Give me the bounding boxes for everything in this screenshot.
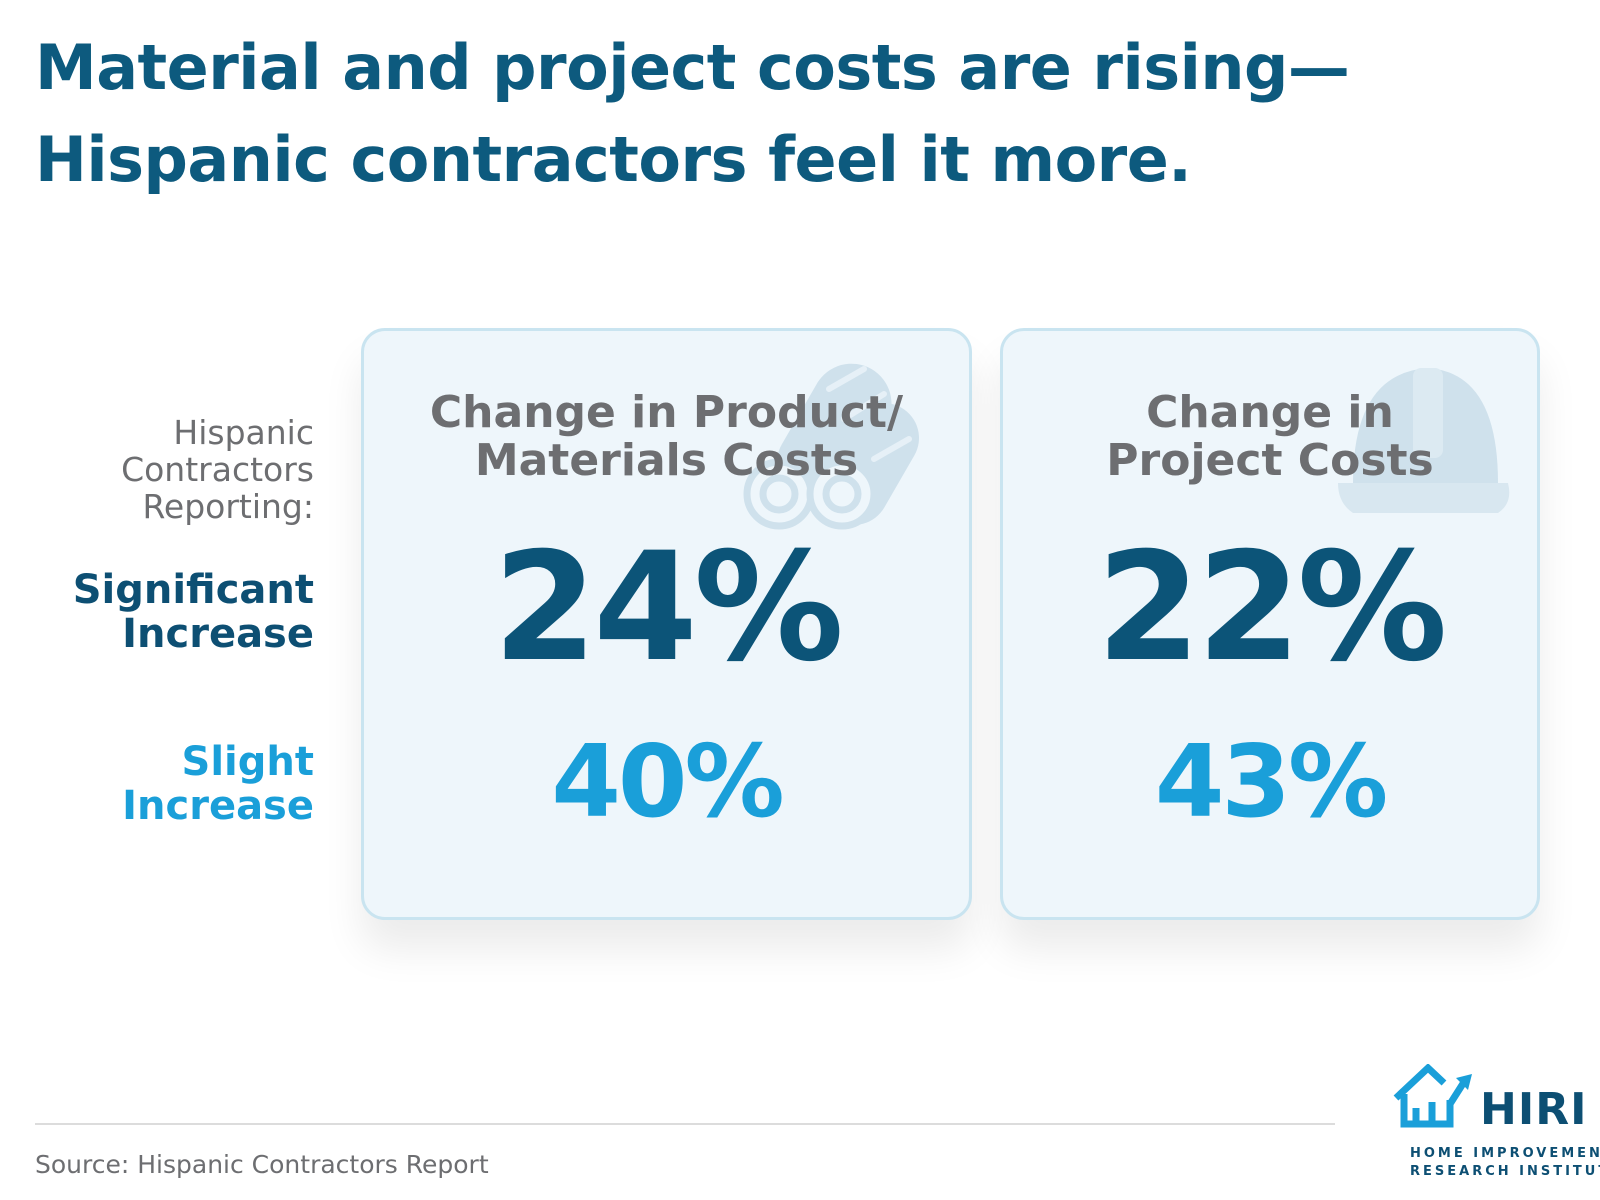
hard-hat-icon — [1338, 368, 1510, 513]
project-costs-card: Change in Project Costs 22% 43% — [1000, 328, 1540, 920]
materials-card-heading: Change in Product/ Materials Costs — [364, 389, 969, 485]
heading-line: Change in — [1146, 387, 1394, 438]
significant-increase-label: Significant Increase — [73, 568, 314, 656]
logo-subtitle-1: HOME IMPROVEMENT — [1410, 1146, 1600, 1161]
source-note: Source: Hispanic Contractors Report — [35, 1150, 489, 1179]
project-significant-value: 22% — [1096, 521, 1447, 695]
title-line-2: Hispanic contractors feel it more. — [35, 123, 1192, 196]
house-chart-logo-icon — [1393, 1064, 1472, 1128]
project-card-heading: Change in Project Costs — [1003, 389, 1537, 485]
materials-costs-card: Change in Product/ Materials Costs 24% 4… — [361, 328, 972, 920]
slight-label-line: Slight — [181, 739, 314, 785]
materials-significant-value: 24% — [492, 521, 844, 695]
reporting-label-line: Contractors — [121, 450, 314, 489]
materials-slight-value: 40% — [551, 723, 784, 840]
slight-increase-label: Slight Increase — [122, 740, 314, 828]
lumber-logs-icon — [743, 363, 919, 530]
hiri-logo: HIRI HOME IMPROVEMENT RESEARCH INSTITUTE — [1392, 1064, 1600, 1184]
heading-line: Change in Product/ — [429, 387, 904, 438]
reporting-label-line: Reporting: — [142, 487, 314, 526]
reporting-label: Hispanic Contractors Reporting: — [121, 414, 314, 525]
heading-line: Project Costs — [1106, 435, 1434, 486]
logo-wordmark: HIRI — [1480, 1084, 1588, 1135]
heading-line: Materials Costs — [474, 435, 859, 486]
significant-label-line: Significant — [72, 567, 314, 613]
page-title: Material and project costs are rising— H… — [35, 22, 1350, 206]
logo-subtitle-2: RESEARCH INSTITUTE — [1410, 1164, 1600, 1179]
project-slight-value: 43% — [1154, 723, 1388, 840]
slight-label-line: Increase — [122, 783, 314, 829]
title-line-1: Material and project costs are rising— — [35, 31, 1350, 104]
reporting-label-line: Hispanic — [173, 413, 314, 452]
footer-divider — [35, 1123, 1335, 1125]
significant-label-line: Increase — [122, 611, 314, 657]
